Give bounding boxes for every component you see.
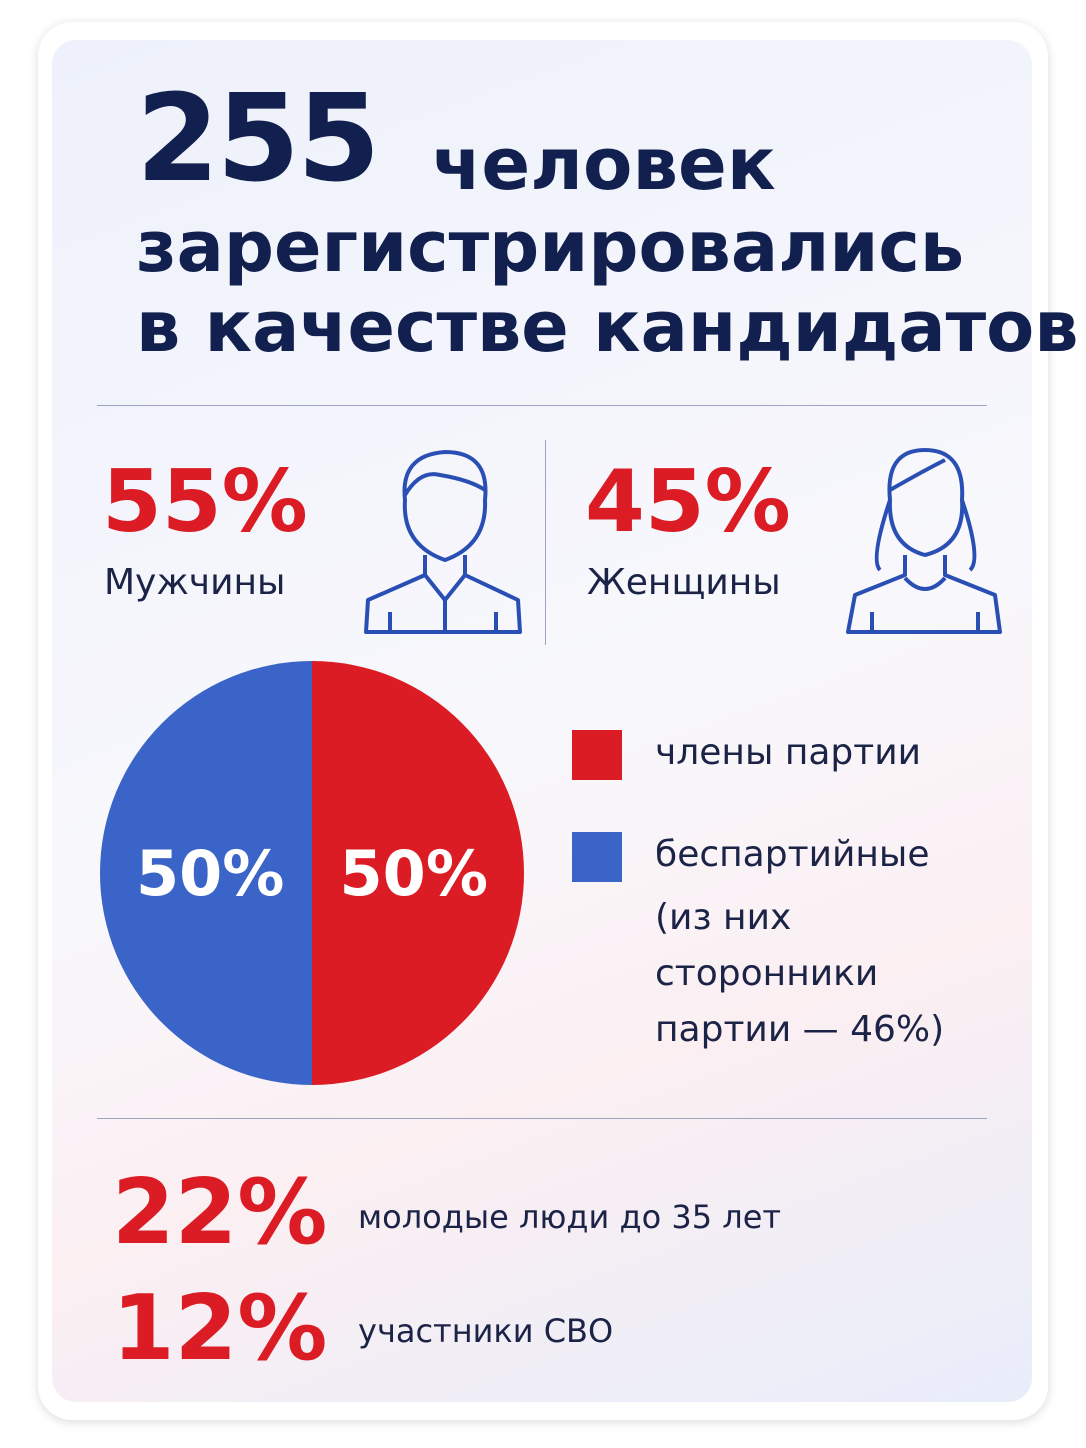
- headline-number: 255: [136, 70, 380, 209]
- label: молодые люди до 35 лет: [358, 1198, 782, 1236]
- percent: 12%: [112, 1276, 328, 1381]
- label: участники СВО: [358, 1312, 614, 1350]
- legend-label: беспартийные: [655, 834, 930, 875]
- headline: зарегистрировались: [136, 206, 965, 288]
- headline: в качестве кандидатов: [136, 286, 1079, 368]
- divider: [97, 405, 987, 406]
- legend-label: члены партии: [655, 732, 922, 773]
- pie-slice: [312, 661, 524, 1085]
- legend-swatch: [572, 832, 622, 882]
- legend-swatch: [572, 730, 622, 780]
- label: Мужчины: [104, 562, 286, 603]
- woman-icon: [846, 448, 1002, 634]
- label: Женщины: [587, 562, 781, 603]
- divider: [545, 440, 546, 645]
- man-icon: [364, 450, 522, 634]
- pie-slice: [100, 661, 312, 1085]
- slice-label: 50%: [136, 837, 284, 910]
- percent: 22%: [112, 1160, 328, 1265]
- slice-label: 50%: [340, 837, 488, 910]
- percent: 45%: [585, 452, 791, 552]
- divider: [97, 1118, 987, 1119]
- headline: человек: [432, 122, 776, 206]
- legend-note: (из них сторонники партии — 46%): [655, 897, 945, 1050]
- percent: 55%: [102, 452, 308, 552]
